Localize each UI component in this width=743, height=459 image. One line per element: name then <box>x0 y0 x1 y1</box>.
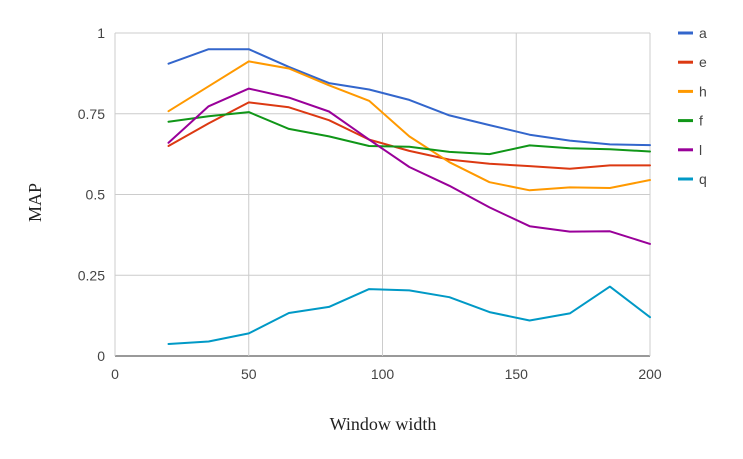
y-tick-label: 0 <box>97 348 105 364</box>
legend-item-h: h <box>678 83 707 99</box>
legend-label: f <box>699 113 703 129</box>
legend-label: e <box>699 54 707 70</box>
y-tick-label: 0.25 <box>78 267 105 283</box>
series-line-a <box>167 48 651 147</box>
legend-label: h <box>699 83 707 99</box>
legend-item-l: l <box>678 142 702 158</box>
series-line-l <box>167 87 651 245</box>
x-tick-label: 200 <box>638 366 662 382</box>
legend-label: l <box>699 142 702 158</box>
x-tick-label: 100 <box>371 366 395 382</box>
series-line-h <box>167 60 651 192</box>
legend-item-e: e <box>678 54 707 70</box>
legend-item-q: q <box>678 171 707 187</box>
y-axis-title: MAP <box>25 183 45 222</box>
legend-item-a: a <box>678 25 707 41</box>
series-line-q <box>167 285 651 345</box>
y-tick-label: 1 <box>97 25 105 41</box>
x-tick-label: 50 <box>241 366 257 382</box>
x-axis-title: Window width <box>330 414 437 434</box>
series-lines <box>167 48 651 345</box>
legend-item-f: f <box>678 113 703 129</box>
series-line-e <box>167 101 651 170</box>
y-tick-label: 0.5 <box>86 187 106 203</box>
tick-labels: 0 0.25 0.5 0.75 1 0 50 100 150 200 <box>78 25 662 382</box>
grid <box>114 32 651 357</box>
series-line-f <box>167 111 651 156</box>
x-tick-label: 150 <box>505 366 529 382</box>
legend-label: a <box>699 25 707 41</box>
y-tick-label: 0.75 <box>78 106 105 122</box>
x-tick-label: 0 <box>111 366 119 382</box>
legend-label: q <box>699 171 707 187</box>
